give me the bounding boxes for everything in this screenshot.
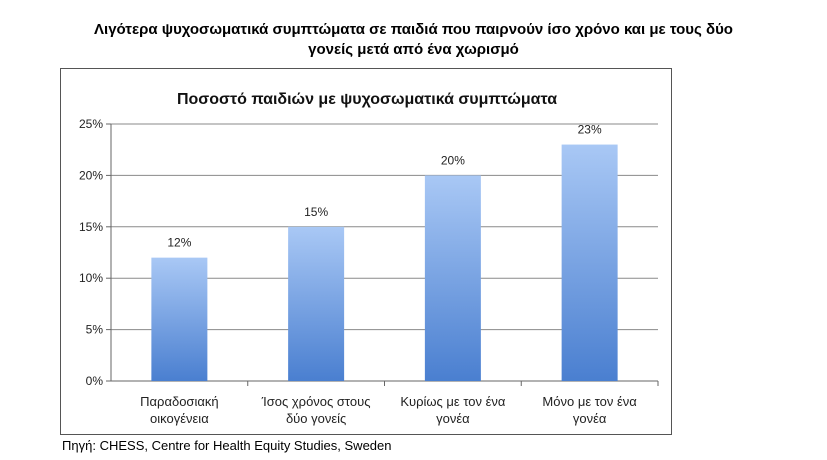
x-tick-label: Παραδοσιακή — [140, 394, 218, 409]
bars — [151, 144, 618, 381]
x-tick-label: δύο γονείς — [286, 411, 346, 426]
y-tick-label: 10% — [79, 271, 103, 285]
x-tick-label: Ίσος χρόνος στους — [261, 394, 371, 409]
data-label: 15% — [304, 205, 328, 219]
data-label: 20% — [441, 153, 465, 167]
x-tick-label: Κυρίως με τον ένα — [400, 394, 506, 409]
data-label: 12% — [167, 236, 191, 250]
x-tick-label: γονέα — [436, 411, 470, 426]
bar-chart: Ποσοστό παιδιών με ψυχοσωματικά συμπτώμα… — [79, 91, 659, 426]
x-tick-label: γονέα — [573, 411, 607, 426]
source-note: Πηγή: CHESS, Centre for Health Equity St… — [62, 438, 392, 453]
y-tick-label: 20% — [79, 168, 103, 182]
y-tick-label: 25% — [79, 117, 103, 131]
y-tick-label: 5% — [86, 323, 104, 337]
bar — [424, 175, 481, 381]
page-title-line-1: Λιγότερα ψυχοσωματικά συμπτώματα σε παιδ… — [94, 21, 733, 38]
bar — [561, 144, 618, 381]
labels: 0% 5% 10% 15% 20% 25% 12% Παραδοσιακή οικογένεια… — [79, 117, 637, 426]
bar — [151, 257, 208, 381]
page-title: Λιγότερα ψυχοσωματικά συμπτώματα σε παιδ… — [0, 20, 827, 60]
chart-frame: Ποσοστό παιδιών με ψυχοσωματικά συμπτώμα… — [60, 68, 672, 435]
x-tick-label: Μόνο με τον ένα — [542, 394, 637, 409]
y-tick-label: 0% — [86, 374, 104, 388]
x-tick-label: οικογένεια — [150, 411, 209, 426]
data-label: 23% — [578, 123, 602, 137]
y-tick-label: 15% — [79, 220, 103, 234]
page-title-line-2: γονείς μετά από ένα χωρισμό — [308, 41, 519, 58]
bar — [288, 226, 345, 381]
chart-title: Ποσοστό παιδιών με ψυχοσωματικά συμπτώμα… — [177, 91, 557, 108]
